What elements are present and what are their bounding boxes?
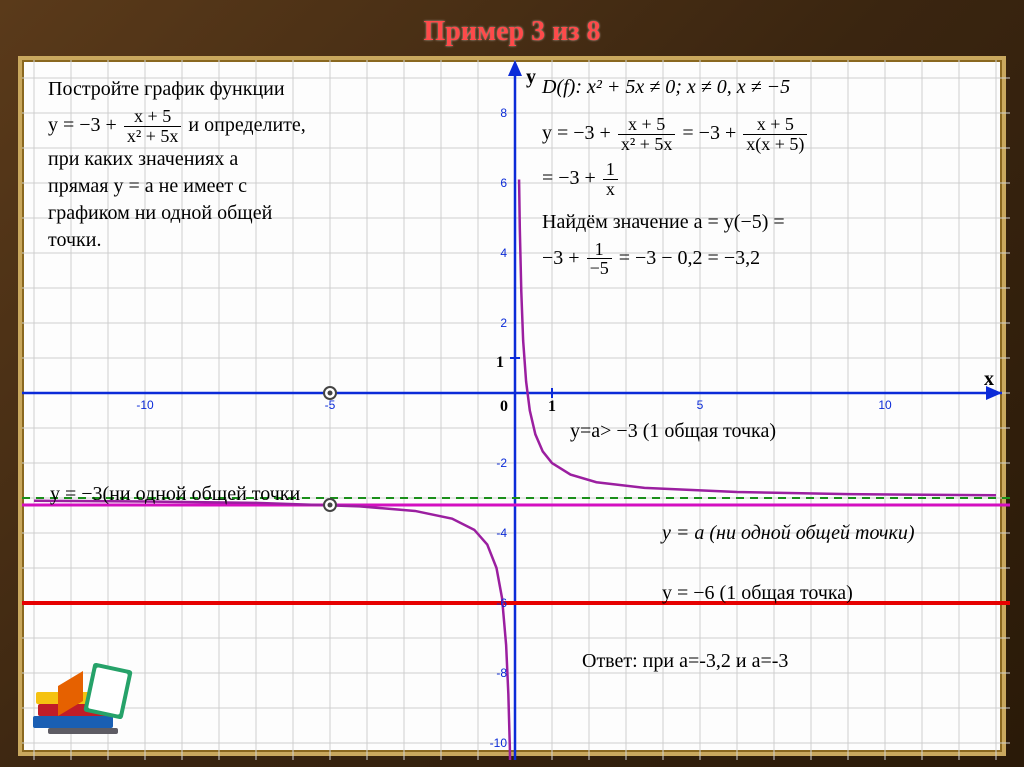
problem-line5: точки. bbox=[48, 229, 101, 251]
label-y-gt: y=a> −3 (1 общая точка) bbox=[570, 418, 776, 445]
step2-num: 1 bbox=[603, 160, 618, 180]
origin-label: 0 bbox=[500, 396, 508, 418]
label-y-neg3: y = −3(ни одной общей точки bbox=[50, 481, 300, 508]
solution-text: D(f): x² + 5x ≠ 0; x ≠ 0, x ≠ −5 y = −3 … bbox=[542, 74, 1002, 278]
svg-text:4: 4 bbox=[500, 246, 507, 260]
problem-func-lhs: y = −3 + bbox=[48, 114, 117, 136]
svg-text:-5: -5 bbox=[325, 398, 336, 412]
step1-a: y = −3 + bbox=[542, 122, 611, 144]
find2-den: −5 bbox=[587, 259, 612, 278]
svg-text:6: 6 bbox=[500, 176, 507, 190]
step1-den1: x² + 5x bbox=[618, 135, 676, 154]
solution-domain: D(f): x² + 5x ≠ 0; x ≠ 0, x ≠ −5 bbox=[542, 76, 790, 98]
svg-text:-2: -2 bbox=[496, 456, 507, 470]
svg-text:10: 10 bbox=[878, 398, 892, 412]
svg-text:-10: -10 bbox=[490, 736, 508, 750]
page-title: Пример 3 из 8 bbox=[0, 16, 1024, 48]
svg-text:-4: -4 bbox=[496, 526, 507, 540]
step2-den: x bbox=[603, 180, 618, 199]
answer-text: Ответ: при a=-3,2 и a=-3 bbox=[582, 648, 788, 675]
y-axis-label: y bbox=[526, 64, 536, 91]
one-x-label: 1 bbox=[548, 396, 556, 418]
problem-line4: графиком ни одной общей bbox=[48, 202, 272, 224]
svg-text:-10: -10 bbox=[136, 398, 154, 412]
chart-frame: -10-55102468-2-4-6-8-10 Постройте график… bbox=[18, 56, 1006, 756]
problem-line1: Постройте график функции bbox=[48, 78, 285, 100]
svg-text:8: 8 bbox=[500, 106, 507, 120]
label-y-a: y = a (ни одной общей точки) bbox=[662, 520, 914, 547]
svg-text:-6: -6 bbox=[496, 596, 507, 610]
step2-a: = −3 + bbox=[542, 167, 596, 189]
one-y-label: 1 bbox=[496, 352, 504, 374]
find2-num: 1 bbox=[587, 240, 612, 260]
find-label: Найдём значение a = y(−5) = bbox=[542, 211, 785, 233]
step1-den2: x(x + 5) bbox=[743, 135, 807, 154]
problem-text: Постройте график функции y = −3 + x + 5x… bbox=[48, 76, 478, 254]
problem-num: x + 5 bbox=[124, 107, 182, 127]
step1-num1: x + 5 bbox=[618, 115, 676, 135]
svg-text:2: 2 bbox=[500, 316, 507, 330]
label-y-neg6: y = −6 (1 общая точка) bbox=[662, 580, 853, 607]
books-icon bbox=[28, 656, 148, 746]
svg-text:5: 5 bbox=[697, 398, 704, 412]
step1-mid: = −3 + bbox=[682, 122, 736, 144]
problem-den: x² + 5x bbox=[124, 127, 182, 146]
find2-tail: = −3 − 0,2 = −3,2 bbox=[619, 247, 760, 269]
svg-text:-8: -8 bbox=[496, 666, 507, 680]
problem-line3: прямая y = a не имеет с bbox=[48, 175, 247, 197]
step1-num2: x + 5 bbox=[743, 115, 807, 135]
x-axis-label: x bbox=[984, 366, 994, 393]
problem-line1-tail: и определите, bbox=[188, 114, 305, 136]
find2-a: −3 + bbox=[542, 247, 580, 269]
problem-line2: при каких значениях a bbox=[48, 148, 238, 170]
